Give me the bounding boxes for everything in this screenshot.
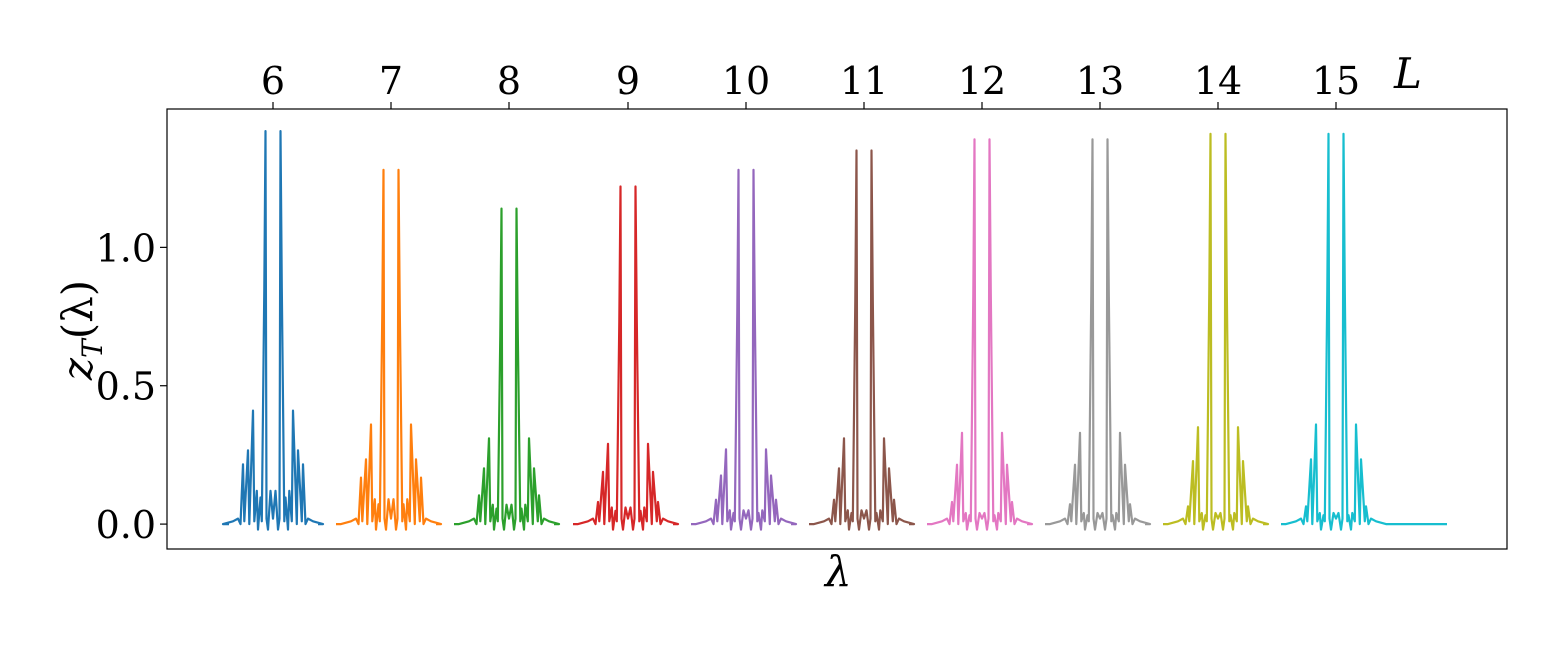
top-tick-label: 13 [1076,59,1124,103]
y-tick-label: 0.0 [96,503,156,547]
y-axis-ticks: 0.0 0.5 1.0 [96,226,167,547]
top-tick-label: 14 [1194,59,1242,103]
series-line-L10 [691,168,798,531]
x-axis-label: λ [823,547,852,596]
series-line-L8 [454,207,561,531]
top-tick-label: 8 [497,59,521,103]
top-tick-label: 6 [261,59,285,103]
series-line-L6 [221,130,325,531]
y-axis-label-sub: T [76,337,109,358]
y-axis-label: zT(λ) [53,280,109,381]
top-tick-label: 12 [958,59,1006,103]
top-axis-ticks: 6 7 8 9 10 11 12 13 14 15 [261,59,1360,109]
top-tick-label: 7 [379,59,403,103]
top-tick-label: 10 [722,59,770,103]
top-tick-label: 11 [840,59,888,103]
series-layer [221,130,1447,531]
series-line-L14 [1163,132,1270,531]
y-tick-label: 0.5 [96,365,156,409]
y-tick-label: 1.0 [96,226,156,270]
y-axis-label-main: z [53,357,102,381]
plot-frame [166,108,1508,550]
y-axis-label-arg: (λ) [53,280,102,339]
series-line-L12 [927,138,1034,531]
top-tick-label: 9 [616,59,640,103]
series-line-L15 [1281,132,1447,531]
series-line-L11 [809,149,916,531]
series-line-L13 [1045,138,1152,531]
series-line-L9 [573,185,680,531]
series-line-L7 [336,168,443,531]
top-axis-label: L [1393,49,1422,98]
top-tick-label: 15 [1312,59,1360,103]
